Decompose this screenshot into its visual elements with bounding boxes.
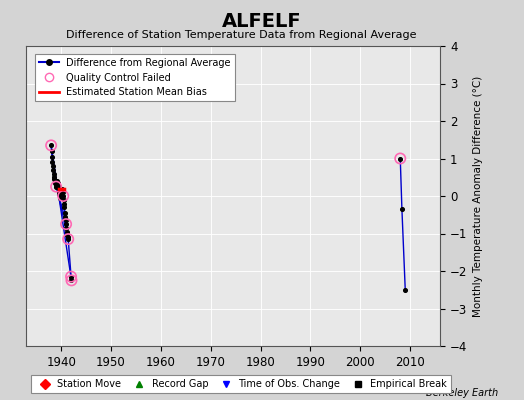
Point — [55, 191, 63, 197]
Text: Difference of Station Temperature Data from Regional Average: Difference of Station Temperature Data f… — [66, 30, 416, 40]
Point — [59, 189, 67, 196]
Point — [48, 159, 57, 166]
Point — [62, 225, 71, 231]
Point — [55, 189, 63, 196]
Point — [57, 189, 66, 196]
Point — [56, 195, 64, 201]
Point — [63, 228, 71, 235]
Text: ALFELF: ALFELF — [222, 12, 302, 31]
Point — [64, 236, 72, 242]
Point — [57, 191, 66, 197]
Point — [401, 286, 409, 293]
Point — [396, 155, 405, 162]
Point — [53, 180, 61, 186]
Y-axis label: Monthly Temperature Anomaly Difference (°C): Monthly Temperature Anomaly Difference (… — [473, 75, 483, 317]
Point — [51, 178, 59, 184]
Point — [52, 184, 60, 190]
Point — [61, 214, 70, 220]
Point — [52, 184, 60, 190]
Point — [49, 163, 57, 169]
Point — [61, 217, 70, 224]
Point — [56, 193, 64, 199]
Point — [396, 155, 405, 162]
Legend: Difference from Regional Average, Quality Control Failed, Estimated Station Mean: Difference from Regional Average, Qualit… — [35, 54, 235, 101]
Point — [54, 182, 62, 188]
Point — [54, 185, 63, 192]
Point — [67, 277, 75, 284]
Point — [67, 274, 75, 280]
Point — [67, 274, 75, 280]
Point — [64, 236, 72, 242]
Point — [61, 210, 69, 216]
Point — [67, 277, 75, 284]
Point — [58, 185, 67, 192]
Point — [47, 148, 56, 154]
Point — [62, 221, 70, 227]
Text: Berkeley Earth: Berkeley Earth — [425, 388, 498, 398]
Point — [398, 206, 406, 212]
Point — [51, 180, 59, 186]
Point — [59, 196, 68, 203]
Point — [49, 166, 58, 173]
Point — [50, 174, 58, 180]
Point — [60, 204, 69, 210]
Point — [52, 182, 61, 188]
Point — [62, 221, 70, 227]
Point — [47, 142, 56, 148]
Point — [63, 232, 72, 238]
Point — [50, 176, 59, 182]
Point — [51, 182, 60, 188]
Point — [60, 200, 68, 207]
Point — [57, 193, 65, 199]
Point — [47, 142, 56, 148]
Point — [59, 193, 68, 199]
Point — [58, 187, 66, 194]
Legend: Station Move, Record Gap, Time of Obs. Change, Empirical Break: Station Move, Record Gap, Time of Obs. C… — [31, 375, 451, 393]
Point — [48, 154, 56, 160]
Point — [53, 178, 61, 184]
Point — [53, 180, 62, 186]
Point — [63, 234, 72, 240]
Point — [49, 170, 58, 177]
Point — [59, 193, 68, 199]
